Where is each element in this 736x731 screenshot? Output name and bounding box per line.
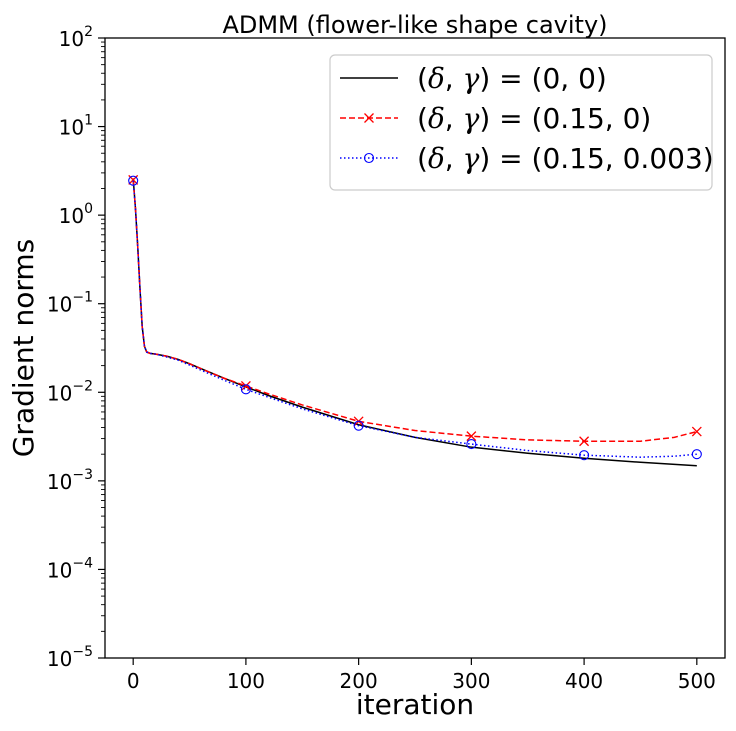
series-line	[132, 179, 698, 442]
series-line	[132, 178, 697, 467]
x-tick-label: 0	[127, 669, 140, 693]
x-tick-label: 200	[340, 669, 378, 693]
marker-circle	[466, 439, 477, 450]
legend-label: (δ, γ) = (0.15, 0.003)	[417, 142, 714, 175]
x-tick-label: 400	[565, 669, 603, 693]
series-layer	[128, 174, 702, 467]
plot-frame	[104, 37, 726, 659]
y-tick-label: 102	[59, 24, 93, 51]
y-tick-label: 10−3	[47, 467, 93, 494]
marker-x	[240, 380, 251, 391]
x-tick-label: 300	[452, 669, 490, 693]
y-tick-label: 10−2	[47, 378, 93, 405]
marker-circle	[353, 420, 364, 431]
plot-area	[104, 37, 726, 659]
x-tick-label: 100	[227, 669, 265, 693]
x-tick-label: 500	[678, 669, 716, 693]
legend: (δ, γ) = (0, 0) (δ, γ) = (0.15, 0) (δ, γ) …	[329, 54, 714, 191]
marker-circle	[579, 450, 590, 461]
marker-circle	[691, 449, 702, 460]
marker-x	[691, 426, 702, 437]
series-line	[132, 180, 697, 458]
marker-x	[364, 113, 374, 123]
legend-label: (δ, γ) = (0.15, 0)	[417, 102, 651, 135]
y-tick-label: 10−5	[47, 644, 93, 671]
legend-entries: (δ, γ) = (0, 0) (δ, γ) = (0.15, 0) (δ, γ) …	[340, 62, 714, 175]
y-tick-label: 100	[59, 201, 93, 228]
chart-title: ADMM (flower-like shape cavity)	[222, 11, 607, 39]
y-axis: 10−5 10−4 10−3 10−2 10−1 100 101 102	[47, 24, 105, 671]
marker-x	[466, 431, 477, 442]
y-tick-label: 10−4	[47, 555, 93, 582]
legend-box	[329, 54, 713, 191]
marker-circle	[363, 152, 375, 164]
y-axis-label: Gradient norms	[7, 239, 40, 458]
legend-label: (δ, γ) = (0, 0)	[417, 62, 607, 95]
marker-circle	[240, 384, 251, 395]
marker-circle	[128, 175, 139, 186]
x-axis-label: iteration	[356, 688, 474, 721]
y-tick-label: 10−1	[47, 290, 93, 317]
x-axis: 0 100 200 300 400 500	[127, 658, 716, 693]
marker-x	[579, 436, 590, 447]
y-tick-label: 101	[59, 113, 93, 140]
